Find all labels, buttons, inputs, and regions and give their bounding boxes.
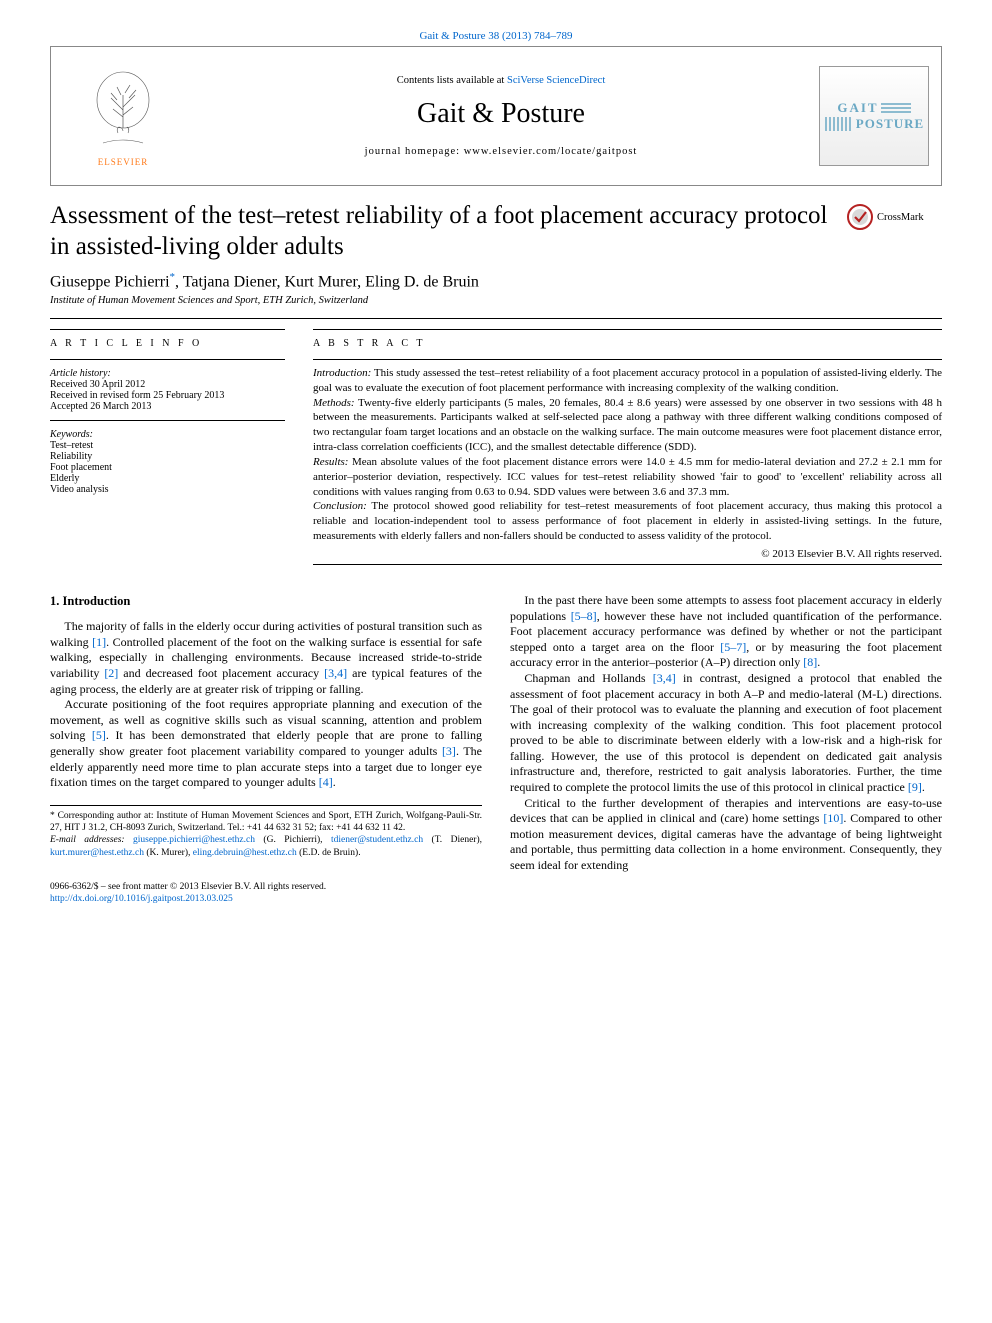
email-link[interactable]: kurt.murer@hest.ethz.ch <box>50 848 144 858</box>
rule-top <box>50 318 942 319</box>
crossmark-label: CrossMark <box>877 212 924 223</box>
rule-info-1 <box>50 359 285 360</box>
column-right: In the past there have been some attempt… <box>510 593 942 906</box>
email-link[interactable]: giuseppe.pichierri@hest.ethz.ch <box>133 835 255 845</box>
keyword: Test–retest <box>50 440 285 451</box>
citation-ref[interactable]: [9] <box>908 780 922 794</box>
info-abstract-row: A R T I C L E I N F O Article history: R… <box>50 329 942 565</box>
citation-ref[interactable]: [3] <box>442 744 456 758</box>
cover-line1: GAIT <box>837 100 878 116</box>
abstract-block: A B S T R A C T Introduction: This study… <box>313 329 942 565</box>
article-history-label: Article history: <box>50 368 285 379</box>
author-1: Giuseppe Pichierri <box>50 273 170 290</box>
contents-prefix: Contents lists available at <box>397 75 507 86</box>
elsevier-tree-icon <box>83 65 163 155</box>
journal-masthead: ELSEVIER Contents lists available at Sci… <box>50 46 942 186</box>
citation-ref[interactable]: [2] <box>104 666 118 680</box>
rule-abs-1 <box>313 359 942 360</box>
body-para: The majority of falls in the elderly occ… <box>50 619 482 697</box>
crossmark-icon <box>847 204 873 230</box>
article-title: Assessment of the test–retest reliabilit… <box>50 200 847 263</box>
sciencedirect-link[interactable]: SciVerse ScienceDirect <box>507 75 605 86</box>
methods-label: Methods: <box>313 397 355 409</box>
front-matter: 0966-6362/$ – see front matter © 2013 El… <box>50 881 482 906</box>
authors-line: Giuseppe Pichierri*, Tatjana Diener, Kur… <box>50 271 942 291</box>
affiliation: Institute of Human Movement Sciences and… <box>50 295 942 306</box>
cover-barcode-icon <box>824 117 854 131</box>
conclusion-text: The protocol showed good reliability for… <box>313 500 942 542</box>
citation-ref[interactable]: [1] <box>92 635 106 649</box>
publisher-logo-block: ELSEVIER <box>63 65 183 167</box>
doi-link[interactable]: http://dx.doi.org/10.1016/j.gaitpost.201… <box>50 893 482 905</box>
citation-ref[interactable]: [3,4] <box>324 666 347 680</box>
received-date: Received 30 April 2012 <box>50 379 285 390</box>
citation-ref[interactable]: [10] <box>823 811 843 825</box>
email-link[interactable]: tdiener@student.ethz.ch <box>331 835 423 845</box>
citation-ref[interactable]: [8] <box>803 655 817 669</box>
methods-text: Twenty-five elderly participants (5 male… <box>313 397 942 454</box>
contents-available-line: Contents lists available at SciVerse Sci… <box>183 75 819 86</box>
cover-bars-icon <box>881 101 911 115</box>
body-para: Chapman and Hollands [3,4] in contrast, … <box>510 671 942 796</box>
article-info-heading: A R T I C L E I N F O <box>50 338 285 349</box>
keyword: Video analysis <box>50 484 285 495</box>
results-label: Results: <box>313 456 348 468</box>
column-left: 1. Introduction The majority of falls in… <box>50 593 482 906</box>
authors-rest: , Tatjana Diener, Kurt Murer, Eling D. d… <box>175 273 479 290</box>
journal-name: Gait & Posture <box>183 98 819 130</box>
journal-cover-thumbnail: GAIT POSTURE <box>819 66 929 166</box>
accepted-date: Accepted 26 March 2013 <box>50 401 285 412</box>
keyword: Elderly <box>50 473 285 484</box>
revised-date: Received in revised form 25 February 201… <box>50 390 285 401</box>
front-matter-line: 0966-6362/$ – see front matter © 2013 El… <box>50 881 482 893</box>
citation-ref[interactable]: [5–8] <box>571 609 597 623</box>
intro-text: This study assessed the test–retest reli… <box>313 367 942 394</box>
abstract-body: Introduction: This study assessed the te… <box>313 366 942 544</box>
corresponding-author-note: * Corresponding author at: Institute of … <box>50 810 482 835</box>
abstract-heading: A B S T R A C T <box>313 338 942 349</box>
journal-homepage: journal homepage: www.elsevier.com/locat… <box>183 146 819 157</box>
keyword: Foot placement <box>50 462 285 473</box>
body-para: Critical to the further development of t… <box>510 796 942 874</box>
copyright-line: © 2013 Elsevier B.V. All rights reserved… <box>313 548 942 560</box>
email-addresses: E-mail addresses: giuseppe.pichierri@hes… <box>50 834 482 859</box>
masthead-center: Contents lists available at SciVerse Sci… <box>183 75 819 157</box>
results-text: Mean absolute values of the foot placeme… <box>313 456 942 498</box>
keyword: Reliability <box>50 451 285 462</box>
citation-ref[interactable]: [5–7] <box>720 640 746 654</box>
main-columns: 1. Introduction The majority of falls in… <box>50 593 942 906</box>
article-info-block: A R T I C L E I N F O Article history: R… <box>50 329 285 565</box>
body-para: Accurate positioning of the foot require… <box>50 697 482 791</box>
rule-abs-2 <box>313 564 942 565</box>
keywords-label: Keywords: <box>50 429 285 440</box>
publisher-name: ELSEVIER <box>98 157 149 167</box>
email-link[interactable]: eling.debruin@hest.ethz.ch <box>193 848 297 858</box>
citation-ref[interactable]: [4] <box>319 775 333 789</box>
footnotes-block: * Corresponding author at: Institute of … <box>50 805 482 859</box>
intro-label: Introduction: <box>313 367 371 379</box>
journal-citation: Gait & Posture 38 (2013) 784–789 <box>50 30 942 42</box>
rule-info-2 <box>50 420 285 421</box>
body-para: In the past there have been some attempt… <box>510 593 942 671</box>
citation-ref[interactable]: [3,4] <box>653 671 676 685</box>
citation-ref[interactable]: [5] <box>92 728 106 742</box>
cover-line2: POSTURE <box>856 116 924 132</box>
intro-heading: 1. Introduction <box>50 593 482 609</box>
conclusion-label: Conclusion: <box>313 500 367 512</box>
title-row: Assessment of the test–retest reliabilit… <box>50 200 942 263</box>
crossmark-badge[interactable]: CrossMark <box>847 204 942 230</box>
